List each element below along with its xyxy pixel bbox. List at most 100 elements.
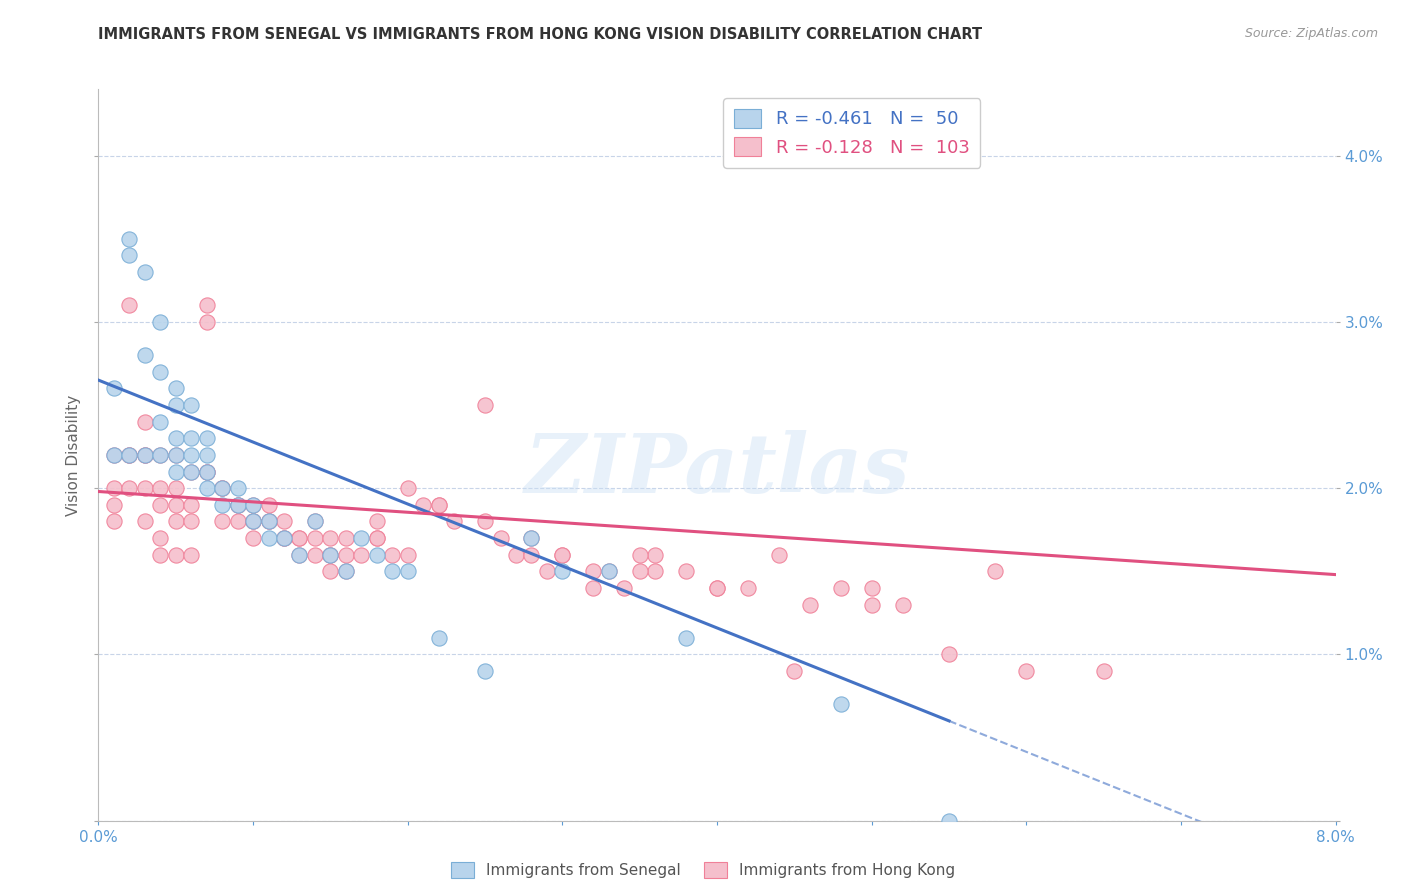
Point	[830, 581, 852, 595]
Point	[134, 415, 156, 429]
Point	[1015, 664, 1038, 678]
Point	[288, 548, 311, 562]
Point	[103, 481, 125, 495]
Point	[860, 598, 883, 612]
Point	[165, 431, 187, 445]
Point	[149, 448, 172, 462]
Point	[195, 465, 218, 479]
Point	[938, 648, 960, 662]
Point	[195, 465, 218, 479]
Point	[768, 548, 790, 562]
Point	[242, 515, 264, 529]
Point	[257, 515, 280, 529]
Point	[211, 515, 233, 529]
Point	[304, 531, 326, 545]
Point	[134, 481, 156, 495]
Point	[350, 531, 373, 545]
Point	[242, 498, 264, 512]
Point	[474, 515, 496, 529]
Point	[165, 515, 187, 529]
Point	[412, 498, 434, 512]
Point	[628, 548, 651, 562]
Point	[350, 548, 373, 562]
Point	[427, 631, 450, 645]
Point	[226, 498, 249, 512]
Point	[288, 531, 311, 545]
Point	[149, 531, 172, 545]
Point	[366, 548, 388, 562]
Point	[273, 531, 295, 545]
Point	[103, 381, 125, 395]
Point	[381, 548, 404, 562]
Point	[195, 481, 218, 495]
Point	[165, 448, 187, 462]
Point	[180, 548, 202, 562]
Point	[706, 581, 728, 595]
Point	[396, 548, 419, 562]
Point	[103, 515, 125, 529]
Point	[427, 498, 450, 512]
Point	[288, 531, 311, 545]
Point	[598, 564, 620, 578]
Point	[520, 531, 543, 545]
Point	[149, 481, 172, 495]
Point	[319, 548, 342, 562]
Point	[134, 448, 156, 462]
Point	[226, 515, 249, 529]
Point	[257, 515, 280, 529]
Point	[180, 465, 202, 479]
Point	[273, 531, 295, 545]
Point	[118, 448, 141, 462]
Text: ZIPatlas: ZIPatlas	[524, 430, 910, 509]
Point	[134, 348, 156, 362]
Point	[180, 515, 202, 529]
Point	[443, 515, 465, 529]
Point	[551, 564, 574, 578]
Point	[520, 548, 543, 562]
Point	[242, 515, 264, 529]
Point	[273, 515, 295, 529]
Point	[226, 498, 249, 512]
Point	[118, 232, 141, 246]
Point	[165, 481, 187, 495]
Point	[335, 531, 357, 545]
Point	[396, 564, 419, 578]
Point	[938, 814, 960, 828]
Point	[1092, 664, 1115, 678]
Point	[366, 515, 388, 529]
Point	[165, 381, 187, 395]
Point	[304, 515, 326, 529]
Point	[211, 498, 233, 512]
Point	[242, 498, 264, 512]
Point	[644, 548, 666, 562]
Point	[134, 515, 156, 529]
Point	[195, 465, 218, 479]
Text: IMMIGRANTS FROM SENEGAL VS IMMIGRANTS FROM HONG KONG VISION DISABILITY CORRELATI: IMMIGRANTS FROM SENEGAL VS IMMIGRANTS FR…	[98, 27, 983, 42]
Point	[598, 564, 620, 578]
Point	[118, 248, 141, 262]
Point	[582, 564, 605, 578]
Point	[165, 398, 187, 412]
Point	[335, 564, 357, 578]
Point	[165, 448, 187, 462]
Legend: R = -0.461   N =  50, R = -0.128   N =  103: R = -0.461 N = 50, R = -0.128 N = 103	[723, 98, 980, 168]
Point	[195, 431, 218, 445]
Point	[242, 515, 264, 529]
Point	[335, 564, 357, 578]
Point	[799, 598, 821, 612]
Point	[180, 398, 202, 412]
Point	[706, 581, 728, 595]
Point	[675, 631, 697, 645]
Point	[195, 298, 218, 312]
Point	[149, 448, 172, 462]
Point	[226, 498, 249, 512]
Point	[783, 664, 806, 678]
Point	[180, 498, 202, 512]
Point	[474, 664, 496, 678]
Point	[319, 548, 342, 562]
Point	[149, 498, 172, 512]
Point	[118, 481, 141, 495]
Point	[366, 531, 388, 545]
Point	[211, 481, 233, 495]
Point	[149, 365, 172, 379]
